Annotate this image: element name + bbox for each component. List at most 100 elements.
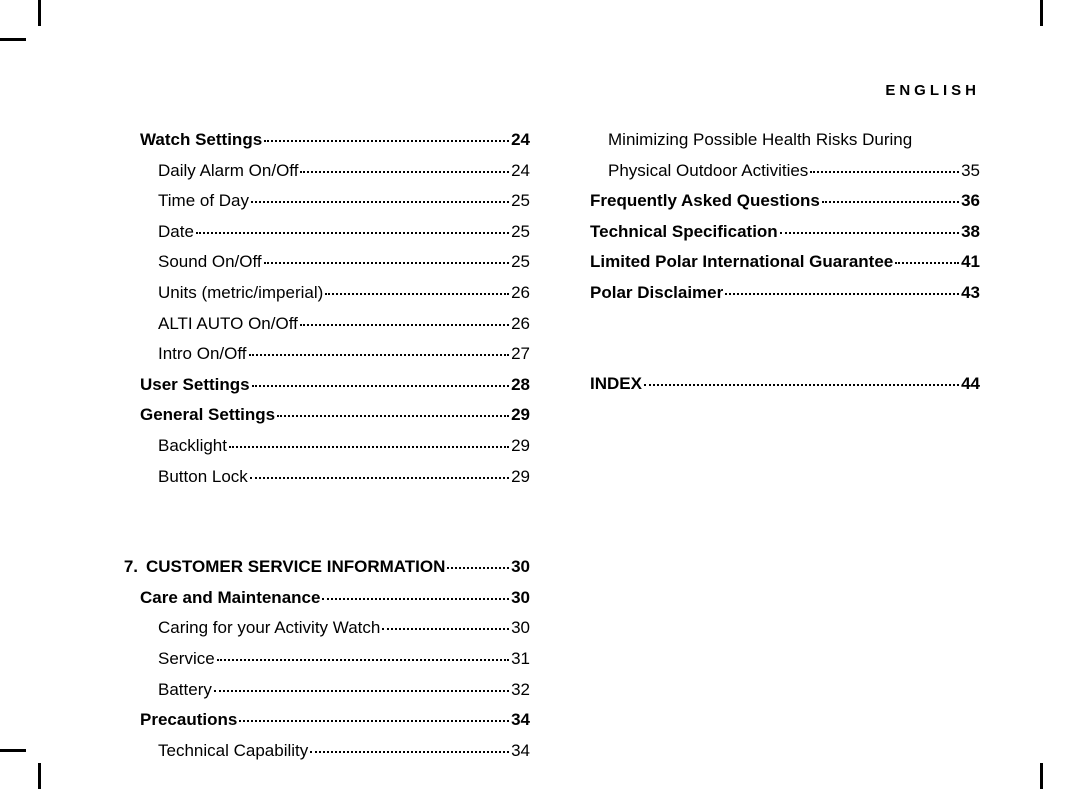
toc-page: 32 [511,675,530,706]
toc-label: Button Lock [158,462,248,493]
toc-entry: Precautions 34 [140,705,530,736]
toc-dots [277,415,509,417]
toc-label: Date [158,217,194,248]
toc-page: 30 [511,552,530,583]
toc-dots [725,293,959,295]
toc-entry: Button Lock 29 [140,462,530,493]
toc-label: User Settings [140,370,250,401]
toc-left-column: Watch Settings 24Daily Alarm On/Off24Time… [140,125,530,766]
crop-mark [0,749,26,752]
toc-dots [895,262,959,264]
toc-entry: Service 31 [140,644,530,675]
toc-entry: General Settings 29 [140,400,530,431]
toc-entry: Units (metric/imperial) 26 [140,278,530,309]
toc-dots [264,140,509,142]
toc-page: 44 [961,369,980,400]
toc-label: Intro On/Off [158,339,247,370]
toc-entry: Sound On/Off 25 [140,247,530,278]
toc-dots [644,384,959,386]
toc-page: 24 [511,156,530,187]
toc-entry: 7.CUSTOMER SERVICE INFORMATION30 [140,552,530,583]
toc-label: Precautions [140,705,237,736]
toc-entry: Battery 32 [140,675,530,706]
toc-page: 30 [511,613,530,644]
chapter-number: 7. [110,552,146,583]
toc-dots [325,293,509,295]
toc-columns: Watch Settings 24Daily Alarm On/Off24Time… [140,125,980,766]
toc-right-column: Minimizing Possible Health Risks DuringP… [590,125,980,766]
toc-dots [229,446,509,448]
crop-mark [1040,763,1043,789]
toc-label: Limited Polar International Guarantee [590,247,893,278]
toc-dots [780,232,959,234]
toc-label: Care and Maintenance [140,583,320,614]
toc-entry: User Settings 28 [140,370,530,401]
toc-entry: Minimizing Possible Health Risks DuringP… [590,125,980,186]
toc-dots [310,751,509,753]
toc-dots [264,262,509,264]
toc-label: Battery [158,675,212,706]
toc-page: 35 [961,156,980,187]
toc-label: CUSTOMER SERVICE INFORMATION [146,552,445,583]
toc-page: 24 [511,125,530,156]
toc-label: General Settings [140,400,275,431]
toc-label: Technical Capability [158,736,308,767]
toc-dots [300,171,509,173]
toc-label: Technical Specification [590,217,778,248]
toc-page: 34 [511,705,530,736]
toc-entry: Watch Settings 24 [140,125,530,156]
toc-page: 29 [511,400,530,431]
toc-dots [447,567,509,569]
toc-label: Watch Settings [140,125,262,156]
crop-mark [0,38,26,41]
toc-label: Sound On/Off [158,247,262,278]
toc-dots [251,201,509,203]
toc-entry: ALTI AUTO On/Off26 [140,309,530,340]
toc-label: INDEX [590,369,642,400]
toc-page: 36 [961,186,980,217]
toc-page: 25 [511,217,530,248]
toc-entry: Limited Polar International Guarantee 41 [590,247,980,278]
toc-label: Service [158,644,215,675]
toc-page: 25 [511,247,530,278]
toc-entry: Care and Maintenance 30 [140,583,530,614]
toc-dots [822,201,959,203]
toc-dots [810,171,959,173]
language-label: ENGLISH [885,82,980,99]
toc-entry: Technical Specification38 [590,217,980,248]
toc-page: 29 [511,462,530,493]
toc-entry: Time of Day25 [140,186,530,217]
toc-entry: Physical Outdoor Activities 35 [590,156,980,187]
toc-page: 34 [511,736,530,767]
toc-page: 30 [511,583,530,614]
toc-dots [239,720,509,722]
crop-mark [38,763,41,789]
toc-entry: Backlight29 [140,431,530,462]
toc-label: Frequently Asked Questions [590,186,820,217]
toc-entry: Polar Disclaimer43 [590,278,980,309]
toc-page: 31 [511,644,530,675]
toc-entry: Technical Capability 34 [140,736,530,767]
toc-dots [322,598,509,600]
toc-label: Minimizing Possible Health Risks During [590,125,980,156]
toc-page: 28 [511,370,530,401]
crop-mark [1040,0,1043,26]
toc-dots [196,232,509,234]
toc-page: 43 [961,278,980,309]
toc-entry: Date 25 [140,217,530,248]
toc-entry: Caring for your Activity Watch30 [140,613,530,644]
toc-dots [382,628,509,630]
toc-dots [249,354,510,356]
page: ENGLISH Watch Settings 24Daily Alarm On/O… [0,0,1080,789]
toc-page: 26 [511,278,530,309]
toc-dots [217,659,509,661]
toc-page: 25 [511,186,530,217]
toc-entry: INDEX 44 [590,369,980,400]
toc-label: Units (metric/imperial) [158,278,323,309]
toc-page: 41 [961,247,980,278]
toc-label: Backlight [158,431,227,462]
toc-page: 26 [511,309,530,340]
toc-entry: Intro On/Off 27 [140,339,530,370]
toc-page: 27 [511,339,530,370]
toc-entry: Daily Alarm On/Off24 [140,156,530,187]
